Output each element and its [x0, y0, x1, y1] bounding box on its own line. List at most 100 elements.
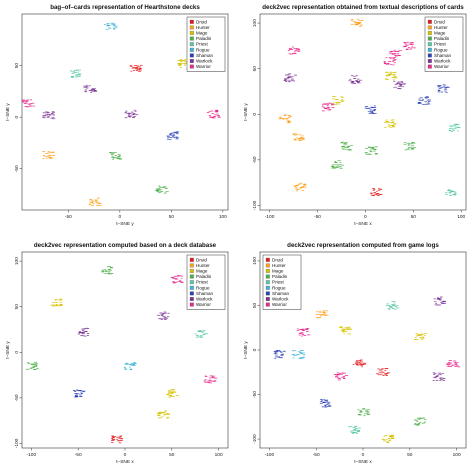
legend-item-label: Mage [434, 31, 446, 36]
legend-item-label: Priest [196, 280, 208, 285]
cluster-warrior [287, 46, 301, 55]
legend-item-label: Warrior [272, 302, 287, 307]
legend-item-label: Hunter [196, 263, 210, 268]
cluster-shaman [72, 389, 86, 398]
cluster-druid [370, 188, 383, 196]
panel-2: deck2vec representation obtained from te… [243, 4, 467, 227]
legend-swatch [189, 302, 194, 307]
legend-swatch [189, 19, 194, 24]
cluster-hunter [278, 114, 292, 124]
legend-item-label: Warlock [196, 297, 213, 302]
x-axis-label: t–SNE x [354, 459, 372, 465]
legend-swatch [265, 274, 270, 279]
y-tick-label: -100 [14, 438, 20, 448]
scatter-points [21, 22, 221, 207]
y-tick-label: 100 [14, 257, 20, 265]
x-tick-label: -100 [265, 214, 275, 220]
legend-swatch [189, 25, 194, 30]
y-tick-label: 50 [252, 66, 258, 72]
legend-swatch [189, 280, 194, 285]
legend-swatch [427, 36, 432, 41]
cluster-mage [413, 333, 427, 341]
legend-item-label: Rogue [272, 285, 286, 290]
cluster-warlock [124, 109, 139, 119]
cluster-priest [448, 123, 461, 132]
legend-swatch [265, 297, 270, 301]
cluster-shaman [166, 131, 180, 140]
panel-1: bag–of–cards representation of Hearthsto… [5, 4, 229, 227]
legend-item-label: Paladin [196, 274, 212, 279]
panel-title: bag–of–cards representation of Hearthsto… [50, 4, 200, 11]
x-tick-label: 0 [124, 452, 127, 458]
y-tick-label: -50 [252, 156, 258, 163]
cluster-rogue [291, 350, 306, 359]
legend-item-label: Rogue [196, 47, 210, 52]
legend-swatch [189, 59, 194, 63]
x-axis-label: t–SNE y [116, 221, 134, 227]
cluster-paladin [413, 417, 427, 426]
x-tick-label: -50 [75, 452, 82, 458]
cluster-paladin [364, 146, 379, 155]
legend-swatch [189, 263, 194, 268]
panel-4: deck2vec representation computed from ga… [243, 242, 467, 465]
y-tick-label: 50 [14, 304, 20, 310]
legend-item-label: Mage [196, 269, 208, 274]
cluster-paladin [403, 142, 417, 151]
y-axis-label: t–SNE y [5, 103, 11, 121]
x-tick-label: -100 [27, 452, 37, 458]
legend-swatch [265, 269, 270, 273]
x-tick-label: 50 [411, 214, 417, 220]
cluster-warrior [206, 109, 221, 119]
legend-swatch [189, 47, 194, 52]
legend: DruidHunterMagePaladinPriestRogueShamanW… [262, 254, 302, 310]
cluster-mage [166, 388, 179, 398]
cluster-druid [352, 359, 367, 368]
cluster-warrior [388, 49, 403, 57]
cluster-mage [331, 96, 345, 105]
y-tick-label: 50 [14, 63, 20, 69]
cluster-warrior [446, 360, 461, 368]
cluster-mage [383, 119, 397, 128]
legend-item-label: Shaman [196, 291, 214, 296]
cluster-shaman [436, 84, 450, 93]
cluster-mage [156, 410, 171, 419]
plot-frame [21, 13, 229, 211]
y-axis-label: t–SNE y [5, 341, 11, 359]
legend-swatch [189, 257, 194, 262]
y-tick-label: 100 [252, 257, 258, 265]
cluster-priest [385, 301, 400, 310]
legend-swatch [189, 285, 194, 290]
cluster-hunter [88, 197, 102, 207]
legend-swatch [427, 53, 432, 58]
cluster-shaman [273, 350, 286, 359]
panel-title: deck2vec representation computed from ga… [287, 242, 439, 249]
legend-item-label: Druid [272, 257, 283, 262]
cluster-hunter [315, 310, 329, 319]
legend-item-label: Hunter [434, 25, 448, 30]
x-tick-label: 0 [119, 214, 122, 220]
cluster-mage [338, 326, 352, 335]
legend-item-label: Paladin [434, 36, 450, 41]
y-tick-label: -100 [252, 434, 258, 444]
x-tick-label: 0 [362, 452, 365, 458]
legend-swatch [265, 263, 270, 268]
y-axis-label: t–SNE y [243, 103, 249, 121]
panel-title: deck2vec representation obtained from te… [262, 4, 464, 11]
legend: DruidHunterMagePaladinPriestRogueShamanW… [186, 16, 226, 72]
x-tick-label: 100 [219, 214, 227, 220]
legend-swatch [265, 280, 270, 285]
cluster-warlock [77, 327, 90, 337]
legend-swatch [189, 64, 194, 69]
x-tick-label: -50 [314, 214, 321, 220]
cluster-warlock [433, 296, 447, 306]
legend-swatch [189, 297, 194, 301]
y-tick-label: -50 [252, 391, 258, 398]
cluster-warlock [432, 372, 446, 381]
legend-item-label: Priest [434, 42, 446, 47]
y-tick-label: 0 [14, 351, 20, 354]
legend-swatch [427, 31, 432, 35]
legend-item-label: Mage [196, 31, 208, 36]
cluster-paladin [108, 152, 123, 160]
cluster-warrior [333, 372, 349, 381]
